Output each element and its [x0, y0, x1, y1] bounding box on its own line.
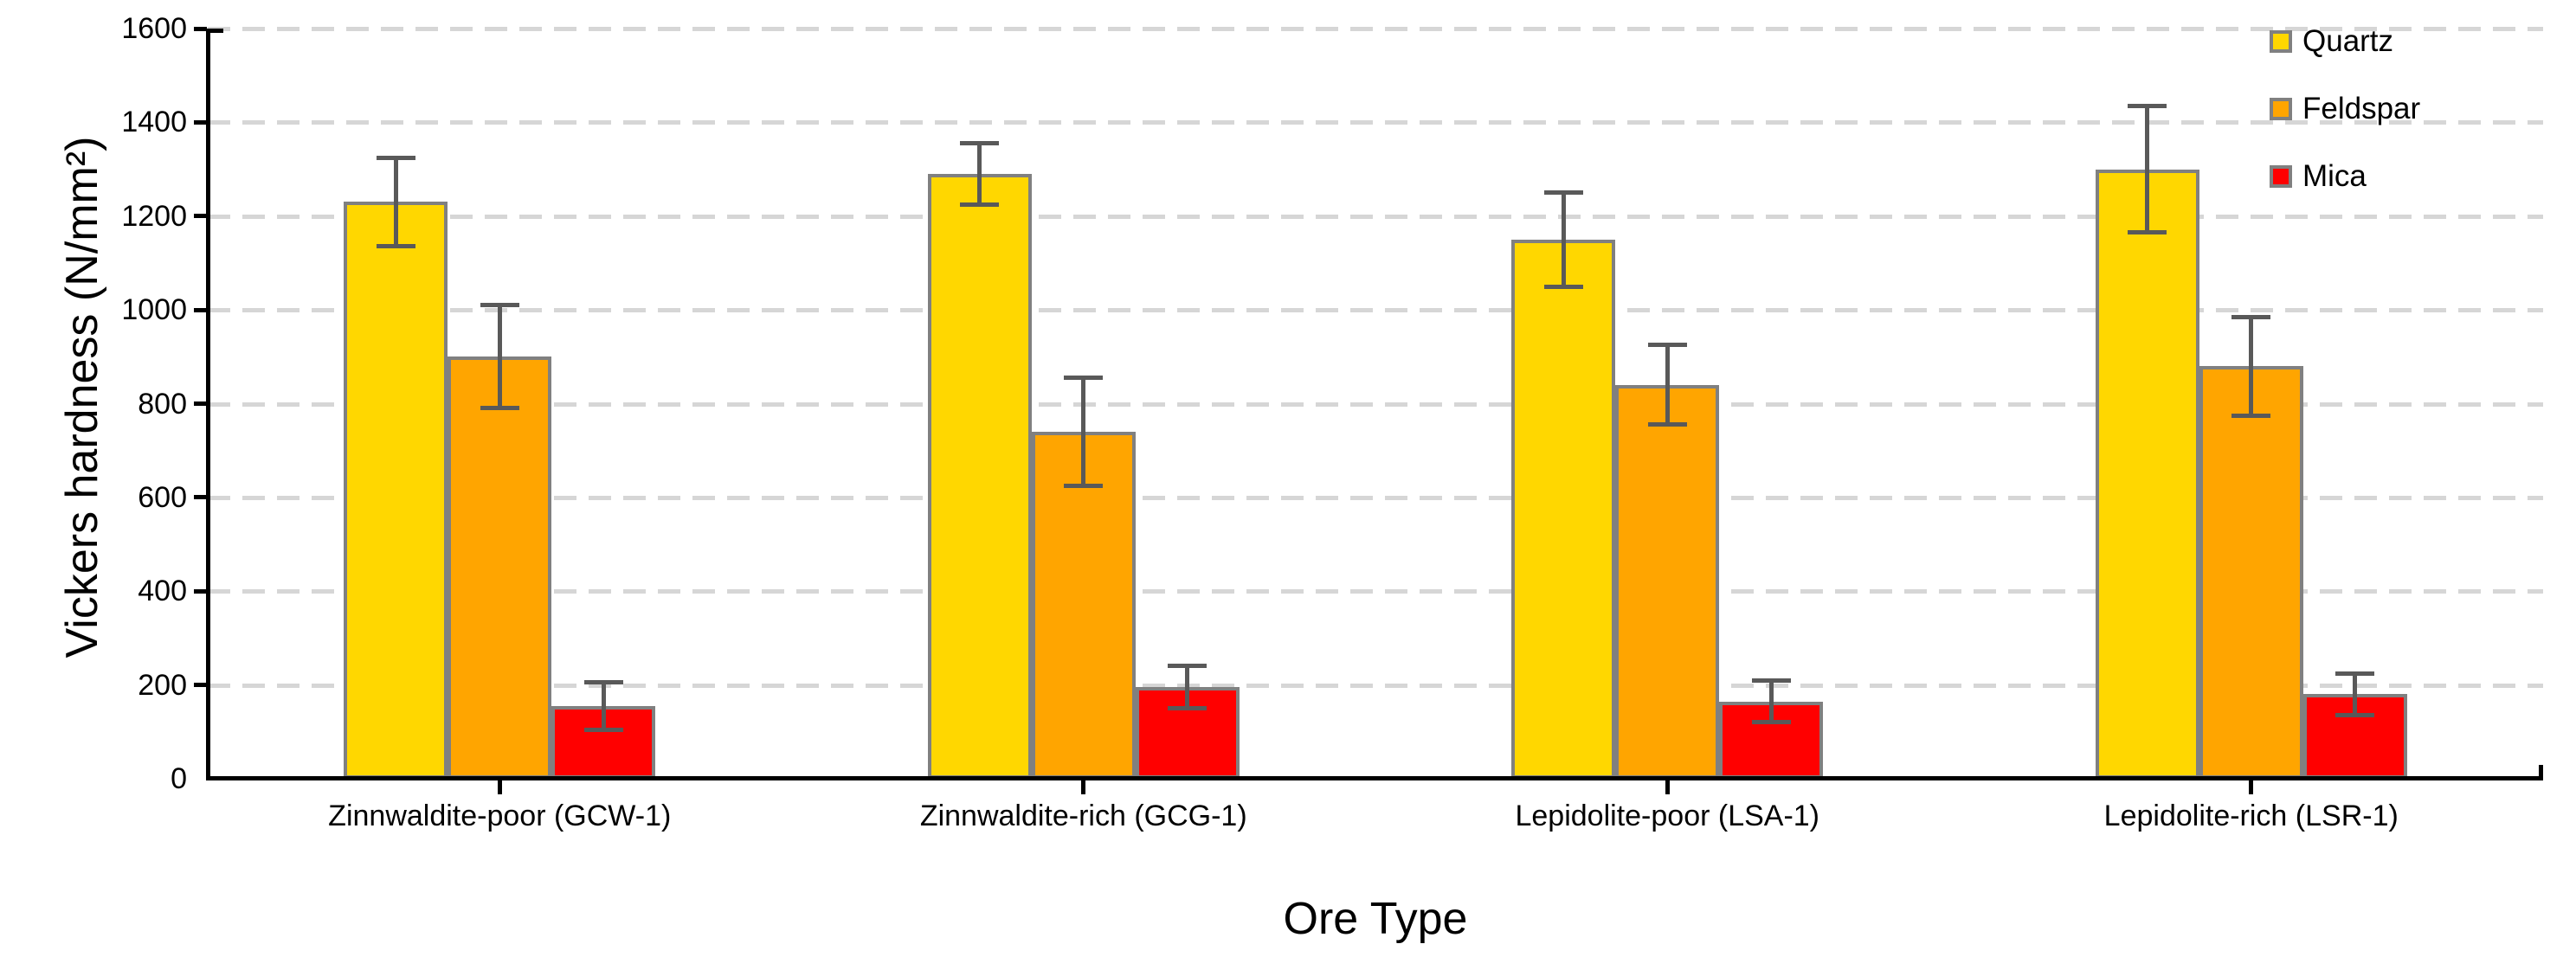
error-cap-top [480, 303, 519, 308]
gridline-600 [208, 495, 2543, 500]
bar-quartz-2 [927, 173, 1032, 779]
error-cap-bottom [480, 406, 519, 411]
legend-label-mica: Mica [2302, 159, 2367, 193]
gridline-1400 [208, 120, 2543, 125]
x-axis-title: Ore Type [1283, 894, 1468, 944]
error-cap-top [1064, 376, 1104, 381]
y-tick-label-600: 600 [138, 480, 187, 514]
y-tick-label-800: 800 [138, 387, 187, 421]
legend-swatch-quartz [2270, 30, 2292, 53]
error-cap-bottom [1168, 706, 1208, 711]
y-tick-label-200: 200 [138, 668, 187, 702]
bar-feldspar-4 [2199, 366, 2303, 779]
error-cap-bottom [1543, 284, 1583, 289]
gridline-200 [208, 683, 2543, 688]
bar-feldspar-3 [1615, 384, 1720, 779]
error-cap-bottom [960, 202, 1000, 207]
error-bar-mica-2 [1185, 665, 1190, 709]
error-cap-bottom [1647, 422, 1687, 427]
y-axis-tick-600 [194, 495, 207, 500]
error-bar-quartz-4 [2145, 106, 2150, 233]
error-cap-top [960, 141, 1000, 146]
legend-label-feldspar: Feldspar [2302, 92, 2421, 125]
legend-item-mica: Mica [2270, 161, 2420, 192]
error-bar-mica-3 [1768, 680, 1774, 723]
error-cap-top [1751, 678, 1791, 683]
legend-swatch-mica [2270, 165, 2292, 188]
x-axis-tick-1 [497, 780, 502, 794]
y-tick-label-400: 400 [138, 575, 187, 608]
x-axis-tick-2 [1081, 780, 1086, 794]
bar-feldspar-1 [448, 356, 552, 779]
error-cap-bottom [2231, 413, 2271, 418]
error-bar-mica-1 [601, 682, 606, 730]
x-category-label-4: Lepidolite-rich (LSR-1) [2103, 800, 2399, 832]
error-cap-bottom [2128, 230, 2167, 235]
y-axis-tick-1000 [194, 307, 207, 312]
y-axis-end-tick [208, 29, 223, 33]
legend-item-quartz: Quartz [2270, 26, 2420, 57]
bar-quartz-1 [344, 202, 448, 779]
error-cap-top [2231, 314, 2271, 319]
gridline-1200 [208, 214, 2543, 219]
legend-swatch-feldspar [2270, 98, 2292, 120]
error-bar-feldspar-2 [1081, 377, 1086, 486]
error-cap-top [1168, 664, 1208, 669]
gridline-1600 [208, 27, 2543, 31]
error-cap-bottom [376, 244, 415, 249]
x-category-label-1: Zinnwaldite-poor (GCW-1) [328, 800, 672, 832]
gridline-800 [208, 401, 2543, 407]
error-cap-top [1647, 343, 1687, 348]
y-tick-label-0: 0 [171, 762, 187, 795]
bar-quartz-4 [2095, 169, 2199, 779]
error-cap-top [2128, 103, 2167, 108]
legend-label-quartz: Quartz [2302, 24, 2394, 58]
legend: Quartz Feldspar Mica [2270, 26, 2420, 228]
error-cap-top [583, 680, 623, 685]
error-bar-quartz-2 [977, 143, 982, 205]
gridline-1000 [208, 308, 2543, 313]
x-axis-line [206, 776, 2543, 780]
x-axis-end-tick [2539, 765, 2543, 779]
y-tick-label-1000: 1000 [121, 293, 187, 327]
y-tick-label-1600: 1600 [121, 12, 187, 45]
error-bar-feldspar-3 [1665, 344, 1670, 425]
y-axis-line [206, 29, 210, 780]
y-axis-tick-1200 [194, 214, 207, 219]
x-axis-tick-4 [2249, 780, 2254, 794]
error-cap-top [376, 155, 415, 160]
x-category-label-2: Zinnwaldite-rich (GCG-1) [919, 800, 1247, 832]
error-cap-bottom [583, 727, 623, 732]
plot-area [208, 27, 2543, 779]
error-cap-top [2335, 671, 2375, 676]
error-bar-mica-4 [2353, 673, 2358, 716]
y-axis-tick-800 [194, 401, 207, 406]
error-bar-quartz-1 [393, 157, 398, 247]
y-axis-tick-1600 [194, 26, 207, 31]
error-bar-feldspar-1 [497, 305, 502, 408]
error-cap-top [1543, 190, 1583, 196]
bar-quartz-3 [1511, 239, 1616, 779]
x-category-label-3: Lepidolite-poor (LSA-1) [1515, 800, 1820, 832]
y-axis-tick-1400 [194, 119, 207, 125]
error-bar-feldspar-4 [2249, 317, 2254, 416]
gridline-400 [208, 589, 2543, 594]
y-axis-tick-200 [194, 683, 207, 688]
legend-item-feldspar: Feldspar [2270, 93, 2420, 125]
error-cap-bottom [1751, 720, 1791, 725]
y-tick-label-1400: 1400 [121, 106, 187, 139]
error-bar-quartz-3 [1561, 192, 1566, 287]
error-cap-bottom [2335, 713, 2375, 718]
y-tick-label-1200: 1200 [121, 199, 187, 233]
x-axis-tick-3 [1665, 780, 1670, 794]
error-cap-bottom [1064, 483, 1104, 488]
y-axis-tick-400 [194, 588, 207, 594]
